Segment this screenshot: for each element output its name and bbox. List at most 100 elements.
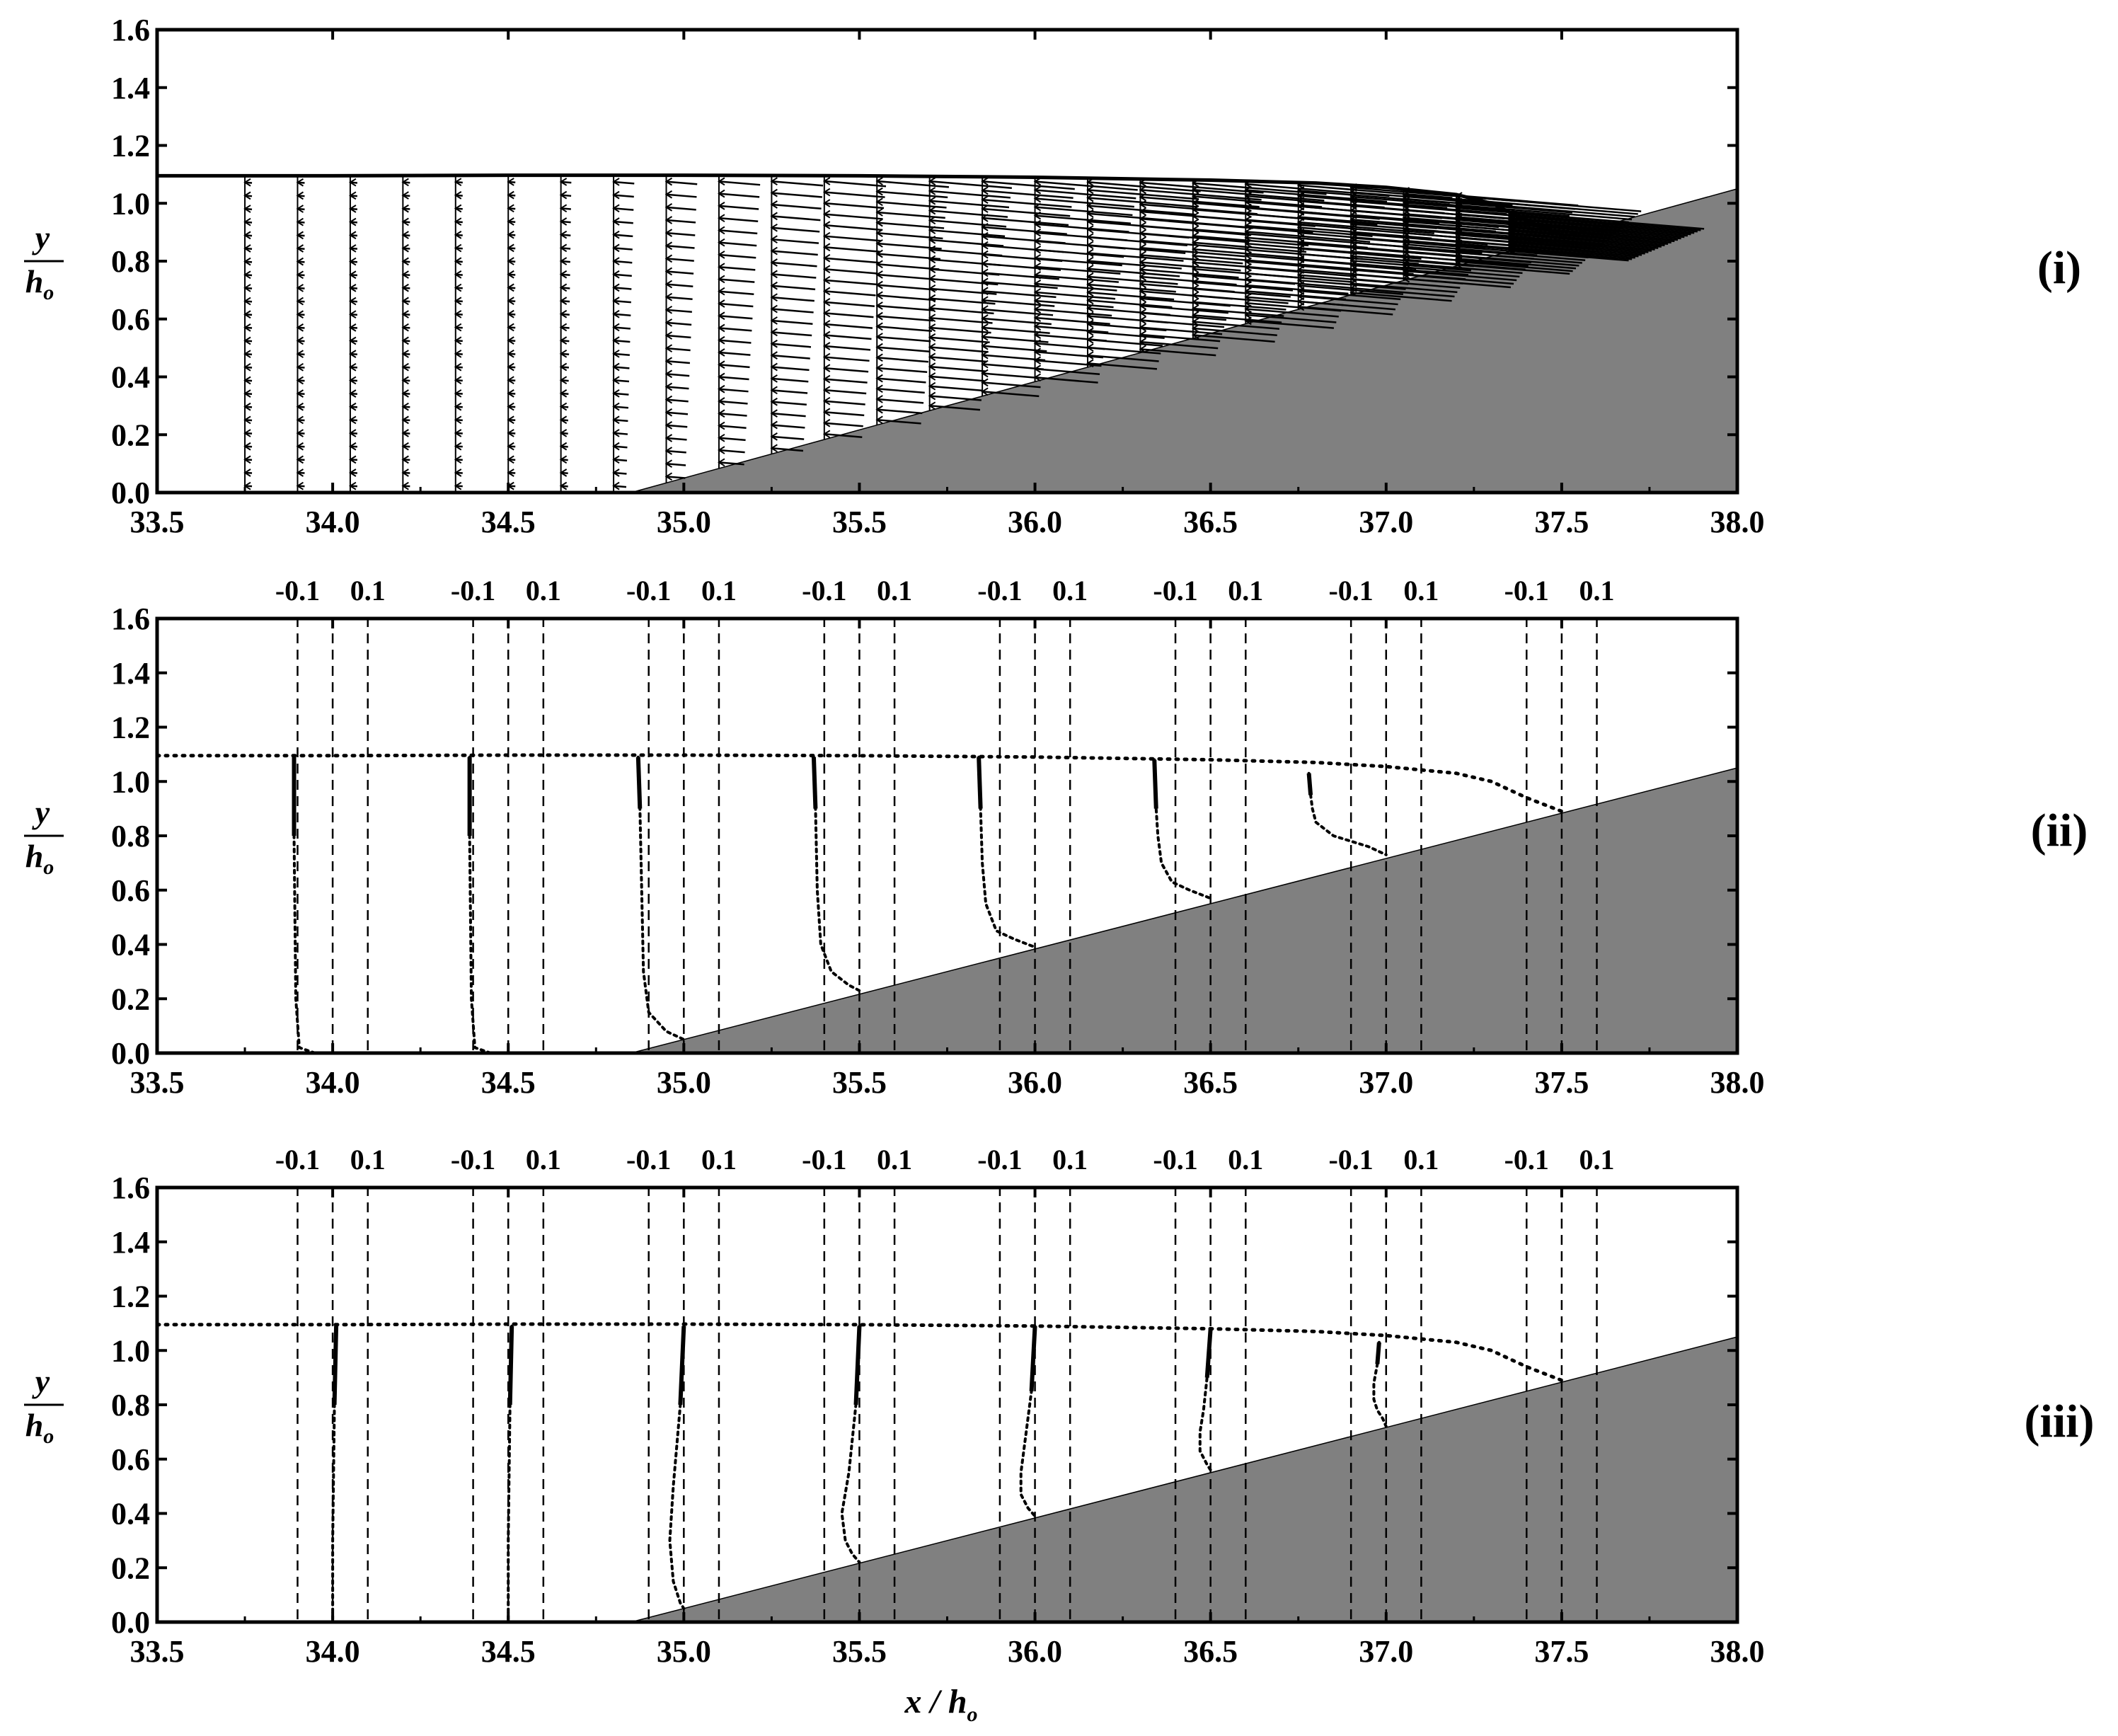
vector-arrowhead (875, 405, 883, 414)
vector-arrowhead (928, 372, 936, 381)
vector-arrowhead (1139, 345, 1146, 354)
velocity-vector (613, 234, 633, 238)
velocity-vector (1456, 260, 1573, 272)
vector-arrowhead (507, 230, 514, 239)
velocity-vector (718, 180, 761, 186)
velocity-vector (718, 425, 747, 429)
vector-arrowhead (559, 429, 568, 437)
vector-arrowhead (401, 257, 409, 266)
vector-arrowhead (296, 455, 304, 464)
y-label-denominator: ho (25, 1407, 54, 1448)
vector-arrowhead (718, 202, 725, 210)
vector-arrowhead (875, 343, 883, 352)
vector-arrowhead (875, 333, 883, 341)
vector-arrowhead (454, 243, 462, 253)
vector-arrowhead (1402, 248, 1410, 256)
velocity-vector (1298, 300, 1396, 311)
vector-arrowhead (1139, 185, 1146, 195)
vector-arrowhead (507, 309, 514, 318)
vector-arrowhead (718, 409, 725, 418)
velocity-vector (771, 412, 806, 418)
vector-arrowhead (401, 429, 409, 437)
vector-arrowhead (928, 236, 936, 244)
vector-arrowhead (718, 421, 725, 430)
plot-area (157, 753, 1737, 1053)
velocity-vector (1035, 308, 1112, 317)
vector-arrowhead (1139, 316, 1146, 325)
vector-arrowhead (664, 408, 673, 417)
profile-scale-label-pos: 0.1 (1052, 1144, 1088, 1175)
vector-arrowhead (1086, 296, 1094, 305)
vector-arrowhead (981, 223, 989, 231)
velocity-vector (877, 232, 943, 240)
velocity-vector (1035, 197, 1134, 208)
vector-arrowhead (1244, 197, 1252, 207)
vector-arrowhead (1086, 288, 1094, 297)
velocity-profile (1019, 1324, 1037, 1518)
vector-arrowhead (401, 350, 409, 358)
velocity-vector (982, 308, 1054, 316)
y-tick-label: 0.2 (111, 1551, 150, 1585)
vector-arrowhead (875, 208, 883, 217)
y-label-denominator: ho (25, 263, 54, 304)
vector-arrowhead (349, 402, 357, 411)
vector-arrowhead (981, 387, 989, 396)
velocity-vector (929, 356, 987, 363)
vector-arrowhead (928, 177, 936, 185)
vector-arrowhead (507, 257, 514, 265)
vector-arrowhead (1402, 240, 1410, 249)
vector-arrowhead (401, 310, 409, 318)
velocity-vector (1087, 205, 1195, 216)
vector-arrowhead (507, 243, 514, 253)
velocity-vector (1298, 253, 1419, 265)
velocity-vector (1035, 206, 1133, 217)
vector-arrowhead (349, 455, 357, 464)
velocity-vector (877, 315, 933, 322)
vector-arrowhead (454, 270, 462, 279)
velocity-vector (1035, 282, 1117, 292)
vector-arrowhead (822, 408, 831, 417)
velocity-vector (1509, 239, 1649, 253)
vector-arrowhead (559, 402, 568, 411)
vector-arrowhead (875, 374, 883, 383)
profile-scale-label-neg: -0.1 (802, 575, 846, 607)
vector-arrowhead (981, 350, 989, 360)
velocity-vector (877, 326, 933, 332)
x-tick-label: 33.5 (130, 505, 185, 539)
vector-arrowhead (1033, 236, 1042, 246)
velocity-vector (1245, 314, 1337, 323)
vector-arrowhead (822, 253, 831, 263)
velocity-vector (1192, 314, 1282, 323)
velocity-vector (1087, 252, 1184, 262)
vector-arrowhead (718, 397, 725, 406)
vector-arrowhead (1139, 229, 1146, 238)
vector-arrowhead (981, 369, 989, 378)
velocity-vector (1509, 236, 1655, 251)
profile-line (1307, 771, 1388, 856)
profile-scale-label-pos: 0.1 (1228, 1144, 1263, 1175)
vector-arrowhead (507, 362, 514, 372)
velocity-vector (666, 283, 693, 287)
velocity-vector (1035, 265, 1121, 275)
velocity-vector (877, 377, 926, 384)
vector-arrowhead (928, 333, 936, 342)
vector-arrowhead (559, 469, 568, 477)
velocity-vector (1509, 246, 1635, 259)
vector-arrowhead (507, 283, 514, 292)
vector-arrowhead (770, 188, 778, 197)
y-tick-label: 0.4 (111, 360, 150, 395)
velocity-vector (613, 366, 630, 369)
vector-arrowhead (875, 229, 883, 238)
vector-arrowhead (718, 275, 725, 284)
vector-arrowhead (718, 311, 725, 321)
velocity-vector (771, 273, 817, 279)
vector-arrowhead (1402, 274, 1410, 283)
vector-arrowhead (1402, 255, 1410, 264)
vector-arrowhead (243, 257, 251, 266)
velocity-vector (929, 395, 982, 401)
vector-arrowhead (1033, 356, 1042, 365)
y-tick-label: 0.6 (111, 873, 150, 908)
vector-arrowhead (822, 342, 831, 350)
vector-arrowhead (1033, 373, 1042, 382)
plot-area (157, 173, 1737, 493)
